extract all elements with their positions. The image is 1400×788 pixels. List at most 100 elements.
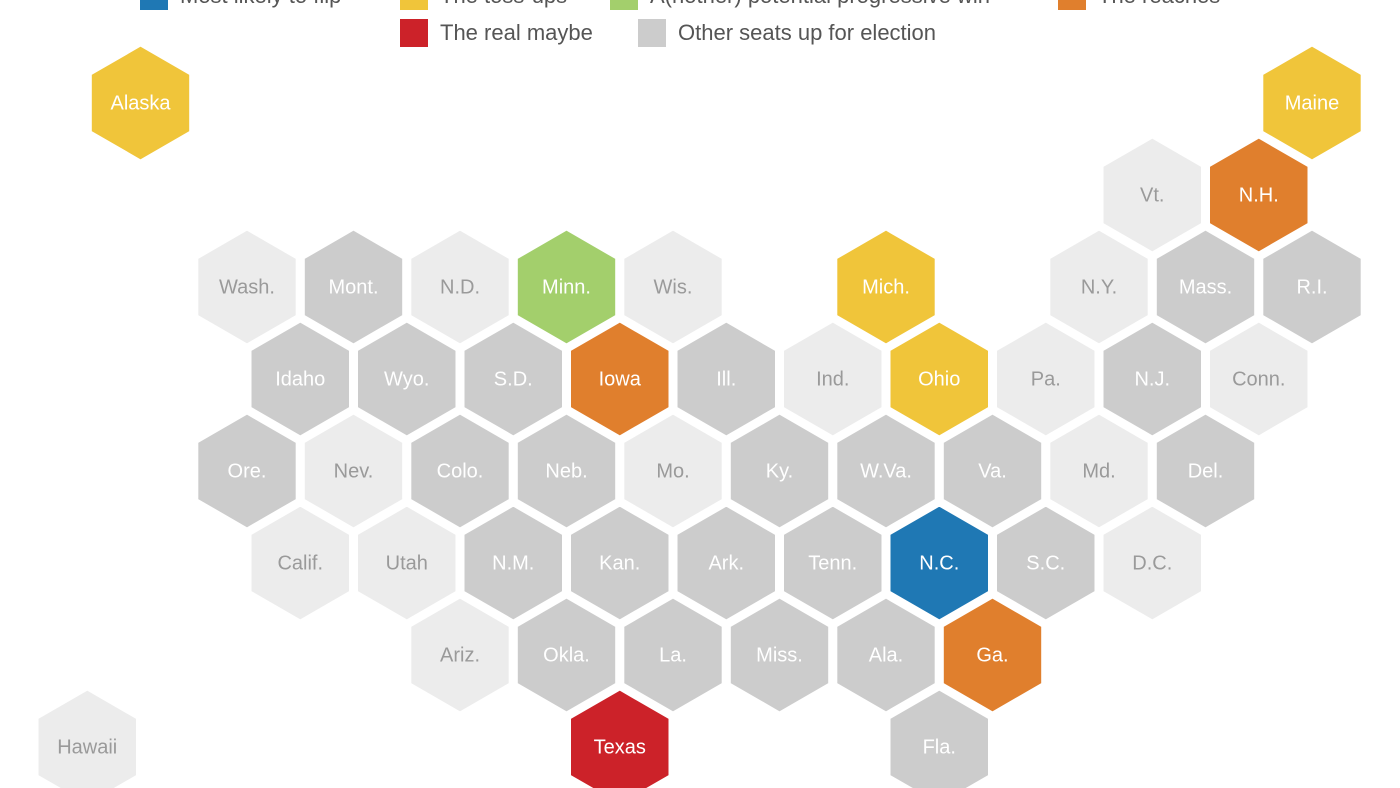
state-hex: N.C.	[887, 503, 991, 623]
state-label: Hawaii	[57, 736, 117, 758]
hexagon	[834, 595, 938, 715]
state-hex: Ore.	[195, 411, 299, 531]
hexagon	[1260, 43, 1364, 163]
legend-swatch	[400, 19, 428, 47]
state-label: Utah	[386, 552, 428, 574]
state-label: Vt.	[1140, 184, 1164, 206]
state-hex: S.C.	[994, 503, 1098, 623]
state-hex: Pa.	[994, 319, 1098, 439]
legend-swatch	[610, 0, 638, 10]
state-label: Wash.	[219, 276, 275, 298]
state-hex: Md.	[1047, 411, 1151, 531]
state-hex: Ga.	[940, 595, 1045, 715]
hexagon	[834, 411, 938, 531]
hexagon	[887, 319, 991, 439]
hexagon	[1047, 227, 1151, 347]
hexagon	[248, 503, 352, 623]
state-label: Iowa	[599, 368, 642, 390]
state-hex: Neb.	[514, 411, 619, 531]
state-hex: Conn.	[1207, 319, 1311, 439]
hexagon	[887, 687, 991, 788]
state-hex: Ala.	[834, 595, 938, 715]
state-hex: D.C.	[1100, 503, 1204, 623]
state-label: Maine	[1285, 92, 1339, 114]
state-hex: Minn.	[514, 227, 619, 347]
state-hex: Wyo.	[355, 319, 459, 439]
state-label: Ohio	[918, 368, 960, 390]
state-label: Wyo.	[384, 368, 429, 390]
state-hex: Mass.	[1153, 227, 1258, 347]
hexagon	[408, 595, 512, 715]
hexagon	[621, 595, 725, 715]
hexagon	[781, 503, 885, 623]
state-hex: N.Y.	[1047, 227, 1151, 347]
hexagon	[514, 595, 619, 715]
legend-item: Most likely to flip	[140, 0, 341, 10]
legend-label: Most likely to flip	[180, 0, 341, 8]
state-label: Mont.	[328, 276, 378, 298]
state-label: Nev.	[334, 460, 374, 482]
legend-label: The real maybe	[440, 20, 593, 45]
state-label: Ariz.	[440, 644, 480, 666]
state-hex: Alaska	[88, 43, 193, 163]
state-hex: N.M.	[461, 503, 565, 623]
hexagon	[1207, 135, 1311, 255]
state-label: W.Va.	[860, 460, 912, 482]
state-label: Ga.	[976, 644, 1008, 666]
hexagon	[887, 503, 991, 623]
state-label: Ore.	[228, 460, 267, 482]
hexagon	[355, 503, 459, 623]
legend-swatch	[400, 0, 428, 10]
state-label: D.C.	[1132, 552, 1172, 574]
hexagon	[1153, 411, 1258, 531]
state-hex: Tenn.	[781, 503, 885, 623]
state-label: N.H.	[1239, 184, 1279, 206]
hexagon	[514, 227, 619, 347]
hexagon	[195, 227, 299, 347]
hexagon	[621, 227, 725, 347]
state-hex: Nev.	[301, 411, 406, 531]
hexagon	[1047, 411, 1151, 531]
state-label: Mass.	[1179, 276, 1232, 298]
state-label: Va.	[978, 460, 1007, 482]
state-hex: Utah	[355, 503, 459, 623]
hexagon	[195, 411, 299, 531]
legend-swatch	[638, 19, 666, 47]
hexagon	[1100, 319, 1204, 439]
hexagon	[301, 411, 406, 531]
hexagon	[408, 411, 512, 531]
hexagon	[781, 319, 885, 439]
state-hex: Wash.	[195, 227, 299, 347]
state-hex: Mont.	[301, 227, 406, 347]
hexagon	[35, 687, 139, 788]
state-label: Tenn.	[808, 552, 857, 574]
hexagon	[568, 687, 672, 788]
hexagon	[674, 503, 778, 623]
hexagon	[1100, 135, 1204, 255]
state-label: Alaska	[110, 92, 171, 114]
state-hex: Calif.	[248, 503, 352, 623]
state-hex: Del.	[1153, 411, 1258, 531]
state-label: S.C.	[1026, 552, 1065, 574]
state-label: Fla.	[923, 736, 956, 758]
state-hex: Iowa	[568, 319, 672, 439]
state-label: Idaho	[275, 368, 325, 390]
state-label: N.J.	[1134, 368, 1170, 390]
state-label: N.M.	[492, 552, 534, 574]
hexagon	[408, 227, 512, 347]
hexagon	[940, 411, 1045, 531]
state-label: Texas	[594, 736, 646, 758]
state-hex: Texas	[568, 687, 672, 788]
hexagon	[461, 503, 565, 623]
hexagon	[727, 411, 832, 531]
state-hex: Ky.	[727, 411, 832, 531]
state-label: Wis.	[654, 276, 693, 298]
legend-item: Other seats up for election	[638, 19, 936, 47]
state-hex: Mich.	[834, 227, 938, 347]
state-hex: Ohio	[887, 319, 991, 439]
legend-label: The toss-ups	[440, 0, 567, 8]
legend-item: The real maybe	[400, 19, 593, 47]
state-label: N.C.	[919, 552, 959, 574]
state-label: N.Y.	[1081, 276, 1117, 298]
